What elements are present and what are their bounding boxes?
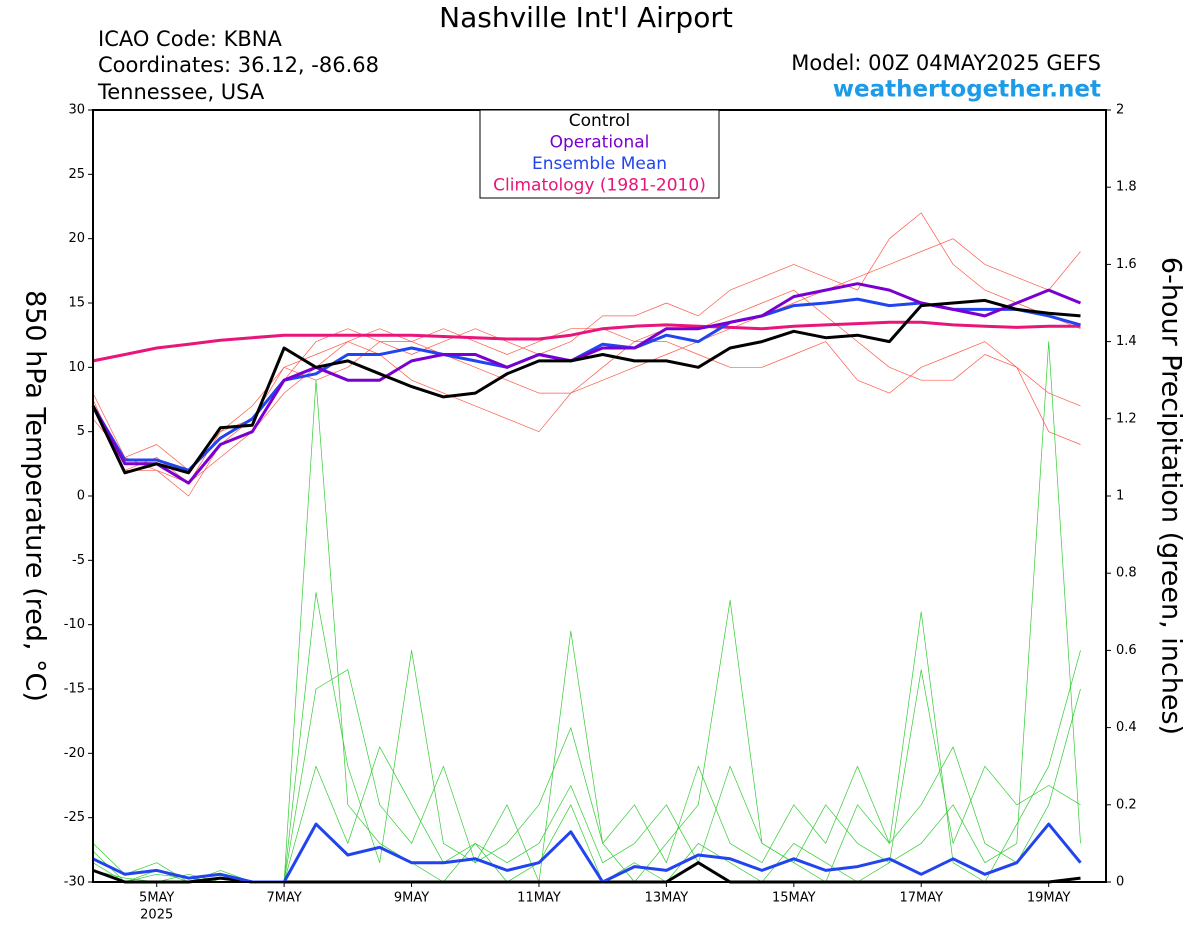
x-tick-label: 15MAY (772, 891, 816, 906)
y-tick-label: 20 (68, 231, 85, 246)
x-tick-label: 5MAY (139, 891, 174, 906)
series-line (91, 298, 1081, 475)
legend-entry: Operational (550, 133, 650, 153)
y2-tick-label: 1.2 (1116, 411, 1137, 426)
y2-tick-label: 2 (1116, 103, 1124, 118)
y-tick-label: -5 (72, 553, 85, 568)
y-tick-label: 15 (68, 296, 85, 311)
legend-entry: Climatology (1981-2010) (493, 176, 706, 196)
coordinates: Coordinates: 36.12, -86.68 (98, 53, 379, 77)
y2-tick-label: 0.6 (1116, 643, 1137, 658)
y-tick-label: -20 (64, 746, 85, 761)
y2-tick-label: 0.2 (1116, 797, 1137, 812)
series-line (92, 320, 1081, 363)
y-tick-label: 25 (68, 167, 85, 182)
y2-axis-label: 6-hour Precipitation (green, inches) (1156, 257, 1187, 735)
legend-entry: Control (569, 111, 630, 131)
x-tick-label: 9MAY (394, 891, 429, 906)
x-tick-label: 11MAY (517, 891, 561, 906)
y2-tick-label: 0.4 (1116, 720, 1137, 735)
y-tick-label: 10 (68, 360, 85, 375)
site: weathertogether.net (833, 77, 1101, 103)
location: Tennessee, USA (97, 80, 265, 104)
y2-tick-label: 1.8 (1116, 180, 1137, 195)
legend-box (479, 109, 720, 199)
x-tick-label: 19MAY (1027, 891, 1071, 906)
chart-title: Nashville Int'l Airport (439, 1, 733, 34)
y2-tick-label: 1.4 (1116, 334, 1137, 349)
series-line (91, 282, 1082, 485)
y-axis-label: 850 hPa Temperature (red, °C) (20, 290, 51, 702)
model: Model: 00Z 04MAY2025 GEFS (791, 51, 1101, 75)
y-tick-label: -30 (64, 875, 85, 890)
x-tick-label: 13MAY (645, 891, 689, 906)
x-tick-label: 7MAY (266, 891, 301, 906)
y-tick-label: 5 (77, 424, 85, 439)
y2-tick-label: 0.8 (1116, 566, 1137, 581)
y2-tick-label: 0 (1116, 875, 1124, 890)
y-tick-label: -15 (64, 682, 85, 697)
y2-tick-label: 1 (1116, 489, 1124, 504)
x-tick-label: 17MAY (899, 891, 943, 906)
x-year-label: 2025 (140, 908, 173, 923)
y-tick-label: -25 (64, 810, 85, 825)
y-tick-label: -10 (64, 617, 85, 632)
member-line (92, 212, 1081, 471)
y-tick-label: 30 (68, 103, 85, 118)
legend-entry: Ensemble Mean (532, 154, 667, 174)
y2-tick-label: 1.6 (1116, 257, 1137, 272)
y-tick-label: 0 (77, 489, 85, 504)
icao: ICAO Code: KBNA (98, 27, 282, 51)
